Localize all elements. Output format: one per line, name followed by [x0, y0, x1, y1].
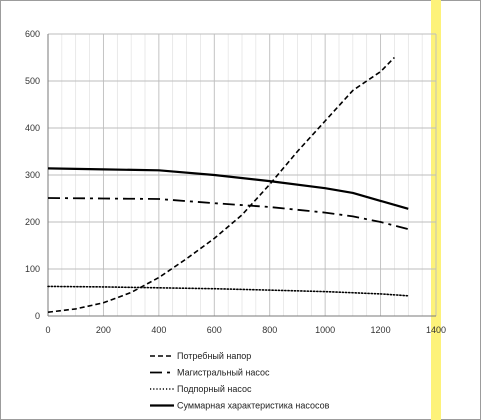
x-tick-label: 1200 [371, 325, 391, 335]
x-tick-labels: 0 200 400 600 800 1000 1200 1400 [45, 325, 446, 335]
y-tick-label: 500 [25, 76, 40, 86]
series-line-4 [47, 167, 409, 210]
y-tick-label: 300 [25, 170, 40, 180]
y-tick-label: 200 [25, 217, 40, 227]
axes [47, 34, 436, 317]
legend: Потребный напор Магистральный насос Подпор… [150, 351, 330, 411]
y-tick-label: 600 [25, 29, 40, 39]
x-tick-label: 800 [262, 325, 277, 335]
x-tick-label: 1000 [315, 325, 335, 335]
y-tick-label: 100 [25, 264, 40, 274]
legend-label-2: Магистральный насос [177, 368, 270, 378]
x-tick-label: 400 [151, 325, 166, 335]
series-lines [47, 56, 410, 313]
x-tick-label: 0 [45, 325, 50, 335]
series-line-3 [47, 285, 410, 297]
legend-label-3: Подпорный насос [177, 384, 252, 394]
x-tick-label: 200 [96, 325, 111, 335]
y-tick-label: 400 [25, 123, 40, 133]
y-tick-labels: 0 100 200 300 400 500 600 [25, 29, 40, 321]
legend-label-4: Суммарная характеристика насосов [177, 401, 330, 411]
legend-label-1: Потребный напор [177, 351, 251, 361]
y-tick-label: 0 [35, 311, 40, 321]
grid [47, 33, 437, 317]
x-tick-label: 600 [207, 325, 222, 335]
x-tick-label: 1400 [426, 325, 446, 335]
series-line-1 [47, 56, 395, 313]
